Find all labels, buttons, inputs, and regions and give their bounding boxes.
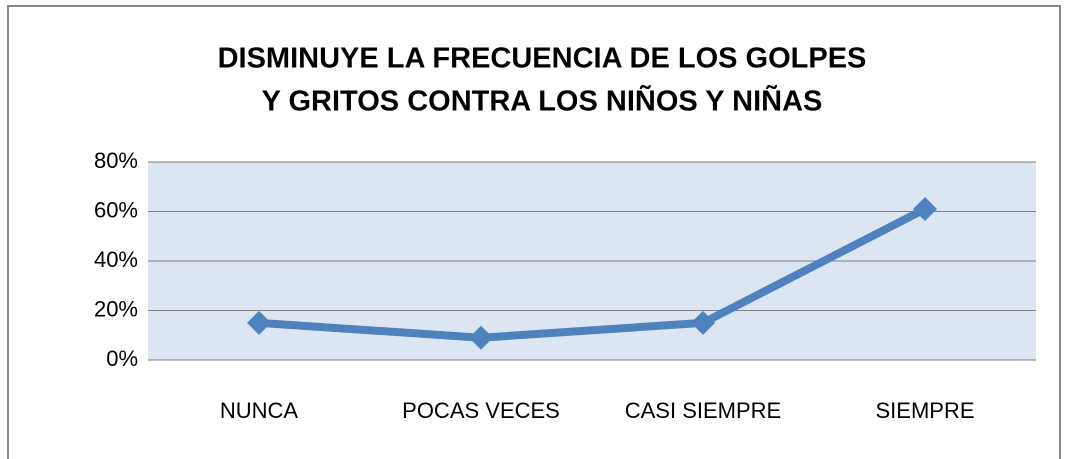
marker	[913, 197, 937, 222]
marker	[247, 310, 271, 335]
chart-title: DISMINUYE LA FRECUENCIA DE LOS GOLPES	[218, 43, 867, 75]
y-tick-label: 40%	[94, 247, 138, 272]
y-tick-label: 20%	[94, 296, 138, 321]
y-tick-label: 60%	[94, 197, 138, 222]
chart-border	[7, 5, 1061, 459]
x-tick-label: POCAS VECES	[402, 398, 560, 423]
marker	[469, 325, 493, 350]
line	[258, 205, 927, 342]
x-tick-label: CASI SIEMPRE	[625, 398, 781, 423]
x-tick-label: SIEMPRE	[875, 398, 974, 423]
y-tick-label: 0%	[106, 346, 138, 371]
x-tick-label: NUNCA	[220, 398, 299, 423]
y-tick-label: 80%	[94, 148, 138, 173]
marker	[691, 310, 715, 335]
chart-title: Y GRITOS CONTRA LOS NIÑOS Y NIÑAS	[262, 84, 823, 118]
